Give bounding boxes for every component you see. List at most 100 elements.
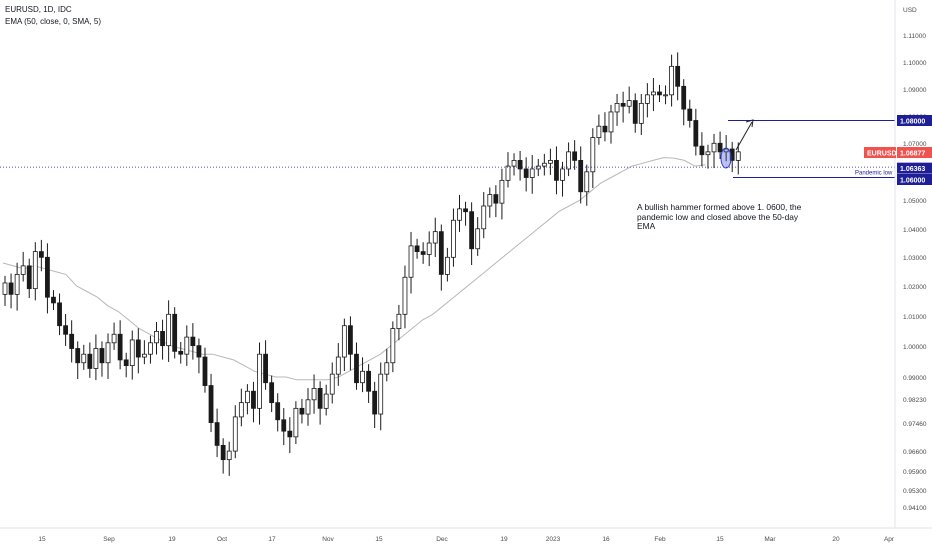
candle-body: [505, 165, 511, 181]
candle-body: [287, 430, 293, 438]
candle-body: [238, 402, 244, 418]
down-candle: [420, 242, 426, 264]
down-candle: [160, 319, 165, 360]
up-candle: [487, 187, 493, 218]
candle-body: [14, 273, 20, 295]
candle-body: [232, 416, 238, 452]
candle-body: [8, 282, 14, 295]
candle-body: [220, 444, 226, 461]
x-tick-label: 19: [500, 536, 508, 543]
candle-body: [263, 353, 268, 384]
down-candle: [517, 150, 523, 181]
up-candle: [226, 441, 232, 476]
x-tick-label: 15: [375, 536, 383, 543]
y-tick-label: 0.96600: [903, 449, 927, 456]
up-candle: [566, 142, 571, 177]
candle-body: [305, 399, 311, 415]
up-candle: [711, 133, 717, 169]
up-candle: [111, 322, 117, 350]
candle-body: [226, 450, 232, 461]
down-candle: [554, 146, 559, 195]
down-candle: [220, 438, 226, 474]
down-candle: [572, 140, 578, 170]
up-candle: [20, 251, 26, 282]
up-candle: [81, 344, 87, 370]
candle-body: [214, 422, 220, 446]
x-tick-label: Sep: [103, 536, 115, 543]
candle-body: [354, 353, 359, 384]
candle-body: [141, 353, 147, 358]
candle-body: [45, 256, 50, 298]
candle-body: [572, 151, 578, 161]
candle-body: [675, 65, 681, 87]
candle-body: [469, 211, 475, 250]
price-badge: [864, 147, 896, 159]
candle-body: [335, 356, 341, 375]
up-candle: [481, 192, 487, 239]
candle-body: [402, 276, 408, 315]
candle-body: [723, 148, 729, 153]
chart-annotation: A bullish hammer formed above 1. 0600, t…: [637, 202, 802, 232]
up-candle: [590, 128, 596, 189]
candle-body: [63, 325, 68, 335]
candle-body: [663, 94, 668, 97]
x-tick-label: Apr: [884, 536, 895, 543]
x-tick-label: 2023: [546, 536, 561, 543]
down-candle: [469, 202, 475, 265]
down-candle: [372, 381, 378, 429]
candle-body: [123, 359, 129, 366]
candle-body: [632, 100, 638, 124]
candle-body: [360, 370, 365, 384]
candle-body: [57, 302, 62, 327]
x-tick-label: 19: [168, 536, 176, 543]
down-candle: [620, 91, 626, 123]
candle-body: [190, 336, 196, 347]
up-candle: [341, 318, 347, 372]
candle-body: [596, 125, 602, 138]
candle-body: [160, 330, 165, 347]
y-tick-label: 1.09000: [903, 87, 927, 94]
price-badge-text: EURUSD: [867, 150, 897, 157]
down-candle: [578, 146, 584, 204]
up-candle: [141, 340, 147, 365]
candle-body: [293, 407, 299, 438]
x-tick-label: Mar: [764, 536, 776, 543]
up-candle: [529, 154, 535, 194]
candle-body: [384, 362, 390, 375]
x-tick-label: Oct: [217, 536, 227, 543]
up-candle: [608, 104, 614, 144]
candle-body: [117, 333, 123, 361]
candle-body: [208, 385, 214, 423]
down-candle: [178, 341, 184, 364]
y-tick-label: 1.02000: [903, 284, 927, 291]
up-candle: [232, 405, 238, 459]
candle-body: [493, 194, 499, 204]
up-candle: [541, 153, 547, 176]
candle-body: [38, 251, 44, 258]
candle-body: [463, 208, 468, 213]
candle-body: [281, 419, 287, 432]
up-candle: [505, 152, 511, 188]
down-candle: [69, 320, 75, 363]
up-candle: [93, 334, 99, 381]
down-candle: [45, 243, 50, 314]
up-candle: [408, 231, 414, 294]
candle-body: [148, 342, 153, 355]
candle-body: [729, 148, 735, 161]
candle-body: [178, 350, 184, 355]
down-candle: [123, 352, 129, 378]
candle-body: [20, 265, 26, 275]
candle-body: [275, 402, 281, 421]
down-candle: [269, 375, 275, 413]
up-candle: [2, 275, 8, 307]
up-candle: [323, 384, 329, 416]
candle-body: [172, 313, 178, 352]
candle-body: [378, 373, 384, 415]
candle-body: [735, 151, 741, 161]
candle-body: [299, 407, 305, 415]
down-candle: [317, 381, 323, 425]
candle-body: [269, 382, 275, 404]
candle-body: [184, 336, 190, 355]
